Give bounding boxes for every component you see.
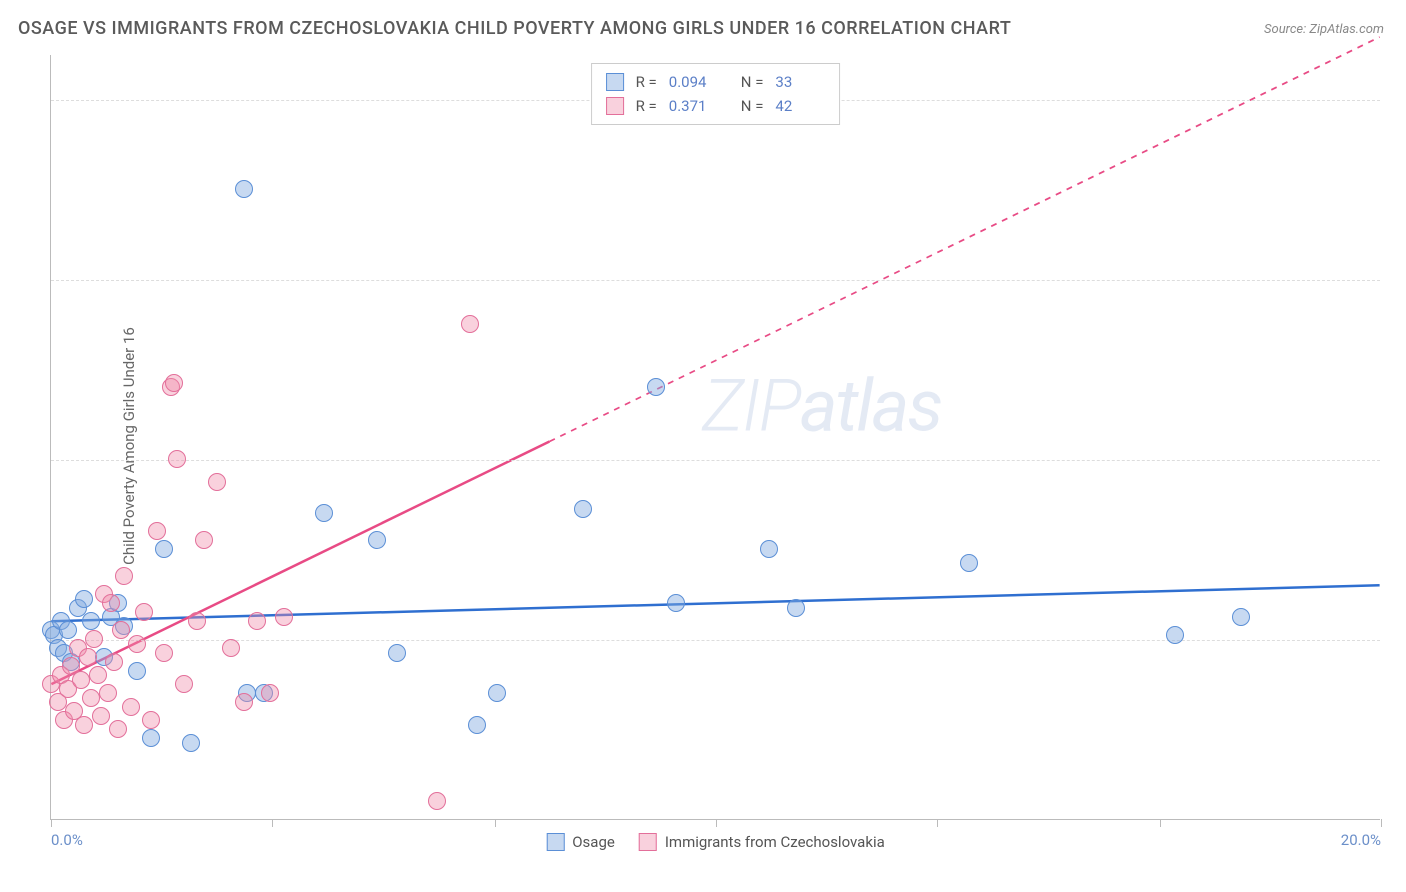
chart-plot-area: ZIPatlas R =0.094N =33R =0.371N =42 Osag… (50, 55, 1380, 820)
scatter-point (59, 621, 77, 639)
scatter-point (368, 531, 386, 549)
scatter-point (960, 554, 978, 572)
scatter-point (175, 675, 193, 693)
scatter-point (72, 671, 90, 689)
scatter-point (82, 612, 100, 630)
n-value: 33 (775, 70, 825, 94)
scatter-point (1166, 626, 1184, 644)
legend-series-label: Osage (572, 833, 615, 851)
scatter-point (102, 594, 120, 612)
legend-swatch (639, 833, 657, 851)
scatter-point (235, 180, 253, 198)
scatter-point (182, 734, 200, 752)
scatter-point (261, 684, 279, 702)
scatter-point (99, 684, 117, 702)
x-tick-label: 20.0% (1341, 831, 1381, 849)
scatter-point (574, 500, 592, 518)
chart-title: OSAGE VS IMMIGRANTS FROM CZECHOSLOVAKIA … (18, 18, 1011, 39)
scatter-point (155, 644, 173, 662)
x-tick (272, 819, 273, 827)
scatter-point (115, 567, 133, 585)
source-label: Source: ZipAtlas.com (1264, 22, 1384, 37)
scatter-point (128, 635, 146, 653)
scatter-point (188, 612, 206, 630)
r-value: 0.094 (669, 70, 719, 94)
scatter-point (275, 608, 293, 626)
scatter-point (109, 720, 127, 738)
scatter-point (79, 648, 97, 666)
scatter-point (195, 531, 213, 549)
scatter-point (647, 378, 665, 396)
legend-swatch (546, 833, 564, 851)
scatter-point (1232, 608, 1250, 626)
scatter-point (89, 666, 107, 684)
scatter-point (155, 540, 173, 558)
scatter-point (248, 612, 266, 630)
legend-series-label: Immigrants from Czechoslovakia (665, 833, 885, 851)
grid-line (51, 280, 1380, 281)
scatter-point (488, 684, 506, 702)
scatter-point (142, 711, 160, 729)
watermark: ZIPatlas (702, 364, 941, 449)
scatter-point (787, 599, 805, 617)
scatter-point (760, 540, 778, 558)
legend-swatch (606, 73, 624, 91)
x-tick (1381, 819, 1382, 827)
scatter-point (142, 729, 160, 747)
watermark-zip: ZIP (702, 364, 799, 449)
x-tick (716, 819, 717, 827)
scatter-point (112, 621, 130, 639)
scatter-point (122, 698, 140, 716)
scatter-point (135, 603, 153, 621)
scatter-point (222, 639, 240, 657)
scatter-point (667, 594, 685, 612)
scatter-point (468, 716, 486, 734)
scatter-point (235, 693, 253, 711)
scatter-point (208, 473, 226, 491)
legend-swatch (606, 97, 624, 115)
scatter-point (128, 662, 146, 680)
watermark-atlas: atlas (800, 364, 942, 449)
scatter-point (148, 522, 166, 540)
x-tick (495, 819, 496, 827)
scatter-point (105, 653, 123, 671)
grid-line (51, 460, 1380, 461)
legend-correlation-row: R = 0.094 N = 33 (606, 70, 826, 94)
legend-series-item: Osage (546, 833, 615, 851)
legend-series: Osage Immigrants from Czechoslovakia (546, 833, 885, 851)
scatter-point (165, 374, 183, 392)
r-label: R = (636, 70, 657, 94)
n-value: 42 (775, 94, 825, 118)
n-label: N = (741, 94, 764, 118)
scatter-point (428, 792, 446, 810)
scatter-point (75, 590, 93, 608)
scatter-point (75, 716, 93, 734)
scatter-point (461, 315, 479, 333)
scatter-point (388, 644, 406, 662)
n-label: N = (741, 70, 764, 94)
legend-correlation-row: R = 0.371 N = 42 (606, 94, 826, 118)
scatter-point (85, 630, 103, 648)
scatter-point (315, 504, 333, 522)
x-tick (937, 819, 938, 827)
x-tick-label: 0.0% (51, 831, 83, 849)
scatter-point (92, 707, 110, 725)
x-tick (51, 819, 52, 827)
x-tick (1160, 819, 1161, 827)
scatter-point (168, 450, 186, 468)
legend-series-item: Immigrants from Czechoslovakia (639, 833, 885, 851)
r-label: R = (636, 94, 657, 118)
scatter-point (82, 689, 100, 707)
legend-correlation-box: R = 0.094 N = 33 R = 0.371 N = 42 (591, 63, 841, 125)
r-value: 0.371 (669, 94, 719, 118)
